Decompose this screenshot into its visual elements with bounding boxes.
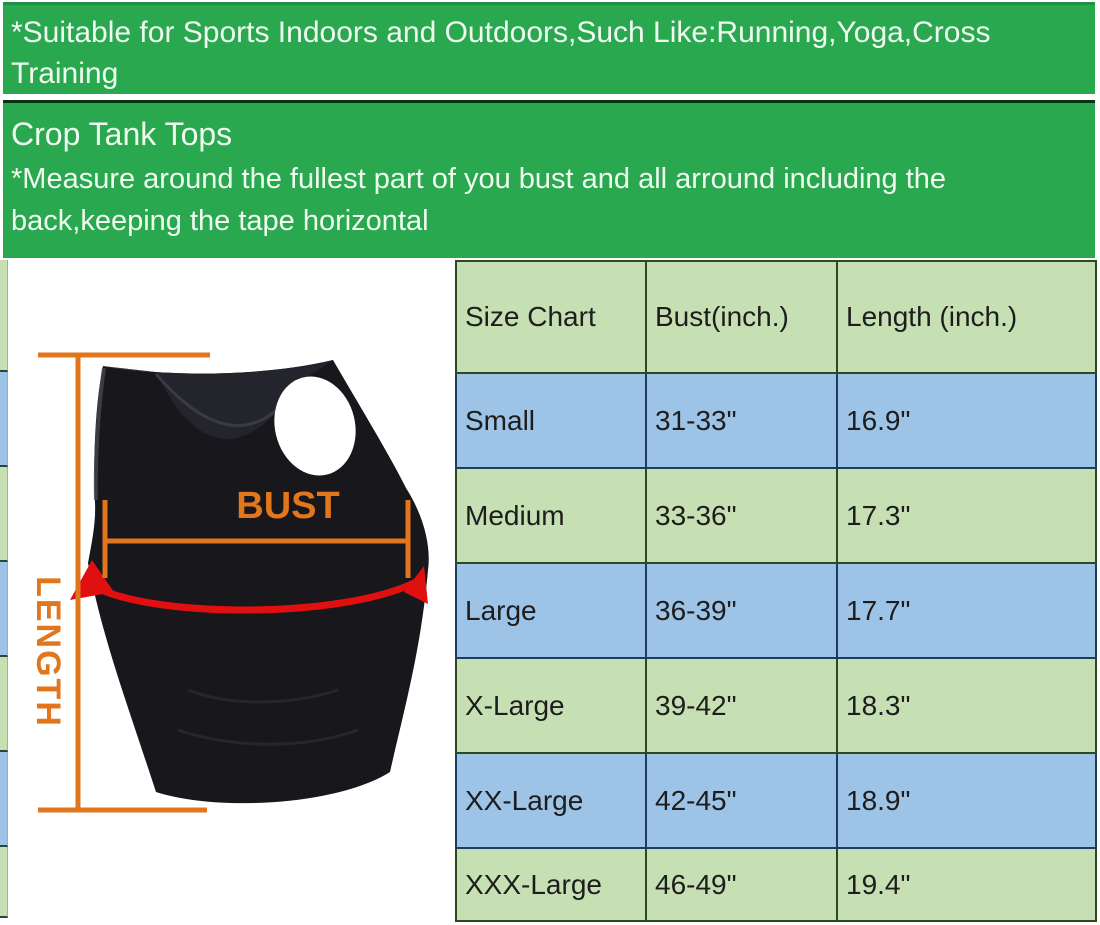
bust-circumference-arrow <box>86 578 420 614</box>
stripe-seg <box>0 372 8 467</box>
cell-bust: 36-39" <box>645 562 838 659</box>
cell-size: Small <box>455 372 647 469</box>
table-row: Small 31-33" 16.9" <box>455 372 1097 469</box>
measure-line-1: *Measure around the fullest part of you … <box>11 163 947 195</box>
cell-length: 17.7" <box>836 562 1097 659</box>
header-size: Size Chart <box>455 260 647 374</box>
length-label: LENGTH <box>29 576 67 728</box>
bust-label: BUST <box>236 485 339 527</box>
stripe-seg <box>0 260 8 372</box>
cell-size: Medium <box>455 467 647 564</box>
stripe-seg <box>0 752 8 847</box>
cell-size: XXX-Large <box>455 847 647 922</box>
cell-length: 18.9" <box>836 752 1097 849</box>
table-row: Large 36-39" 17.7" <box>455 562 1097 659</box>
suitability-line-1: *Suitable for Sports Indoors and Outdoor… <box>11 16 991 90</box>
measurement-illustration: BUST LENGTH <box>8 260 455 918</box>
cell-bust: 31-33" <box>645 372 838 469</box>
wrinkle-line <box>177 728 359 746</box>
tank-top-figure: BUST LENGTH <box>29 352 429 813</box>
stripe-seg <box>0 657 8 752</box>
row-stripe-edge <box>0 260 8 918</box>
arrowhead-left <box>70 560 114 600</box>
racerback-hole <box>274 376 356 476</box>
size-chart-table: Size Chart Bust(inch.) Length (inch.) Sm… <box>455 260 1097 922</box>
product-title: Crop Tank Tops <box>11 116 233 152</box>
table-row: XX-Large 42-45" 18.9" <box>455 752 1097 849</box>
tank-top-silhouette <box>88 360 429 804</box>
table-row: X-Large 39-42" 18.3" <box>455 657 1097 754</box>
cell-size: X-Large <box>455 657 647 754</box>
suitability-banner: *Suitable for Sports Indoors and Outdoor… <box>3 2 1095 131</box>
cell-bust: 46-49" <box>645 847 838 922</box>
header-bust: Bust(inch.) <box>645 260 838 374</box>
table-row: Medium 33-36" 17.3" <box>455 467 1097 564</box>
cell-size: Large <box>455 562 647 659</box>
strap-highlight <box>93 367 106 501</box>
cell-length: 17.3" <box>836 467 1097 564</box>
measure-line-2: back,keeping the tape horizontal <box>11 205 429 237</box>
stripe-seg <box>0 467 8 562</box>
cell-length: 16.9" <box>836 372 1097 469</box>
header-length: Length (inch.) <box>836 260 1097 374</box>
table-row: XXX-Large 46-49" 19.4" <box>455 847 1097 922</box>
measure-banner: Crop Tank Tops *Measure around the fulle… <box>3 100 1095 258</box>
wrinkle-line <box>187 688 339 704</box>
cell-length: 19.4" <box>836 847 1097 922</box>
arrowhead-right <box>404 566 428 604</box>
cell-bust: 33-36" <box>645 467 838 564</box>
cell-length: 18.3" <box>836 657 1097 754</box>
cell-bust: 42-45" <box>645 752 838 849</box>
table-header-row: Size Chart Bust(inch.) Length (inch.) <box>455 260 1097 374</box>
stripe-seg <box>0 847 8 918</box>
stripe-seg <box>0 562 8 657</box>
cell-bust: 39-42" <box>645 657 838 754</box>
cell-size: XX-Large <box>455 752 647 849</box>
